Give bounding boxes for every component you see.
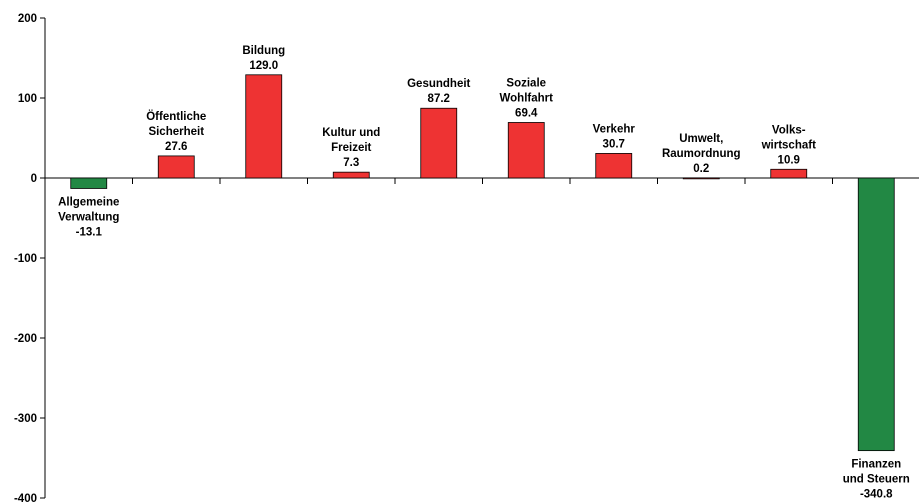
bar	[595, 153, 633, 179]
category-label: Freizeit	[331, 142, 371, 154]
value-label: 7.3	[343, 157, 359, 169]
value-label: 0.2	[693, 163, 709, 175]
y-tick-label: -400	[14, 493, 37, 504]
bar	[770, 168, 808, 179]
bar	[420, 107, 458, 179]
category-label: und Steuern	[843, 474, 910, 486]
bar	[70, 177, 108, 189]
bar	[507, 122, 545, 179]
category-label: Wohlfahrt	[500, 92, 554, 104]
bar-label: Umwelt, Raumordnung 0.2	[662, 133, 741, 175]
bar	[682, 177, 720, 180]
category-label: Sicherheit	[148, 126, 204, 138]
bar-label: Volks-wirtschaft 10.9	[761, 124, 816, 166]
category-label: Allgemeine	[58, 196, 119, 208]
bar-label: Finanzen und Steuern -340.8	[843, 459, 910, 501]
value-label: 27.6	[165, 141, 187, 153]
bar	[245, 74, 283, 179]
value-label: -340.8	[860, 489, 893, 501]
bar-label: Gesundheit 87.2	[407, 78, 470, 105]
category-label: Kultur und	[322, 127, 380, 139]
category-label: Volks-	[772, 124, 806, 136]
value-label: 10.9	[778, 154, 800, 166]
category-label: Umwelt,	[679, 133, 723, 145]
category-label: Soziale	[506, 77, 546, 89]
x-axis	[45, 177, 919, 184]
y-tick-label: 0	[31, 173, 37, 185]
bar-label: Allgemeine Verwaltung -13.1	[58, 196, 119, 238]
value-label: 69.4	[515, 107, 538, 119]
category-label: Bildung	[242, 45, 285, 57]
bar	[157, 155, 195, 179]
y-tick-label: -200	[14, 333, 37, 345]
category-label: Raumordnung	[662, 148, 741, 160]
category-label: wirtschaft	[761, 139, 816, 151]
value-label: 87.2	[428, 93, 450, 105]
bar-label: Bildung 129.0	[242, 45, 285, 72]
y-tick-label: -100	[14, 253, 37, 265]
bar-label: Soziale Wohlfahrt 69.4	[500, 77, 554, 119]
y-axis: 200 100 0 -100 -200 -300 -400	[14, 13, 46, 504]
bars	[70, 74, 895, 452]
y-tick-label: 200	[18, 13, 37, 25]
bar	[857, 177, 895, 452]
bar-label: Öffentliche Sicherheit 27.6	[146, 110, 206, 153]
bar	[332, 171, 370, 179]
value-label: 129.0	[249, 60, 278, 72]
category-label: Finanzen	[851, 459, 901, 471]
value-label: 30.7	[603, 138, 625, 150]
category-label: Öffentliche	[146, 110, 206, 123]
y-tick-label: 100	[18, 93, 37, 105]
category-label: Verkehr	[593, 123, 636, 135]
bar-labels: Allgemeine Verwaltung -13.1 Öffentliche Sich…	[58, 45, 910, 501]
bar-label: Verkehr 30.7	[593, 123, 636, 150]
y-tick-label: -300	[14, 413, 37, 425]
category-label: Gesundheit	[407, 78, 470, 90]
category-label: Verwaltung	[58, 211, 119, 223]
value-label: -13.1	[76, 226, 103, 238]
bar-label: Kultur und Freizeit 7.3	[322, 127, 380, 169]
